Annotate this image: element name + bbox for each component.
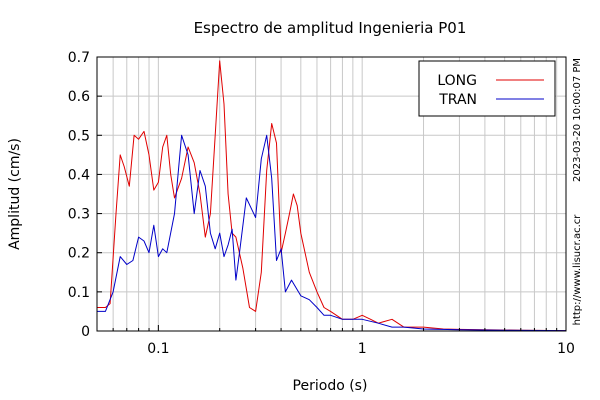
series-layer (97, 60, 567, 332)
y-axis-label: Amplitud (cm/s) (7, 138, 23, 250)
chart-title: Espectro de amplitud Ingenieria P01 (194, 19, 467, 37)
x-tick-label: 10 (557, 341, 575, 357)
legend-label-long: LONG (437, 73, 477, 89)
ticks: 0 0.1 0.2 0.3 0.4 0.5 0.6 0.7 0.1 1 10 (68, 50, 575, 357)
plot-frame (96, 56, 567, 332)
legend-label-tran: TRAN (438, 92, 477, 108)
x-tick-label: 1 (358, 341, 367, 357)
y-tick-label: 0.4 (68, 167, 90, 183)
y-tick-label: 0 (81, 324, 90, 340)
y-tick-label: 0.5 (68, 128, 90, 144)
y-tick-label: 0.6 (68, 89, 90, 105)
timestamp-label: 2023-03-20 10:00:07 PM (572, 58, 583, 182)
series-line-tran (97, 134, 567, 332)
url-label: http://www.lisucr.ac.cr (572, 214, 583, 326)
series-line-long (97, 60, 567, 332)
legend-box (418, 60, 556, 117)
y-tick-label: 0.3 (68, 207, 90, 223)
y-tick-label: 0.2 (68, 246, 90, 262)
x-axis-label: Periodo (s) (293, 378, 368, 394)
x-tick-label: 0.1 (147, 341, 169, 357)
y-tick-label: 0.7 (68, 50, 90, 66)
legend: LONG TRAN (418, 60, 556, 117)
y-tick-label: 0.1 (68, 285, 90, 301)
